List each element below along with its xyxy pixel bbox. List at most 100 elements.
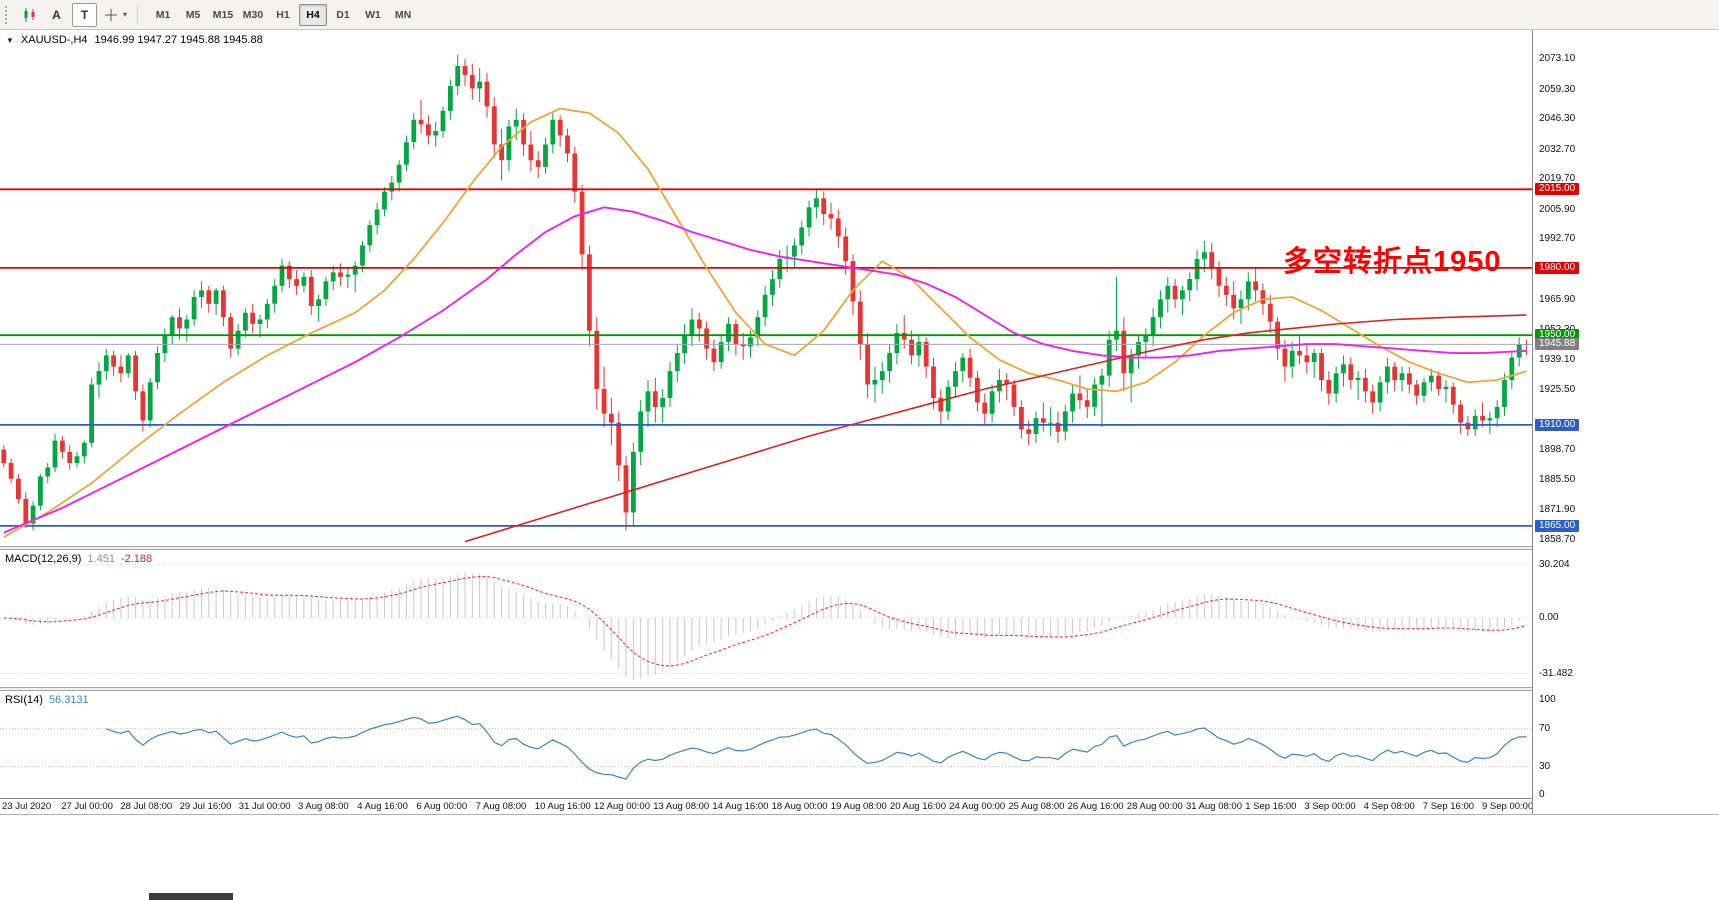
- candle: [1502, 380, 1507, 407]
- main-chart[interactable]: ▼ XAUUSD-,H4 1946.99 1947.27 1945.88 194…: [0, 30, 1532, 546]
- panel-separator[interactable]: [0, 546, 1719, 550]
- time-axis-label: 28 Jul 08:00: [120, 801, 173, 812]
- candle: [923, 341, 929, 367]
- candle: [1238, 299, 1244, 309]
- time-axis-label: 18 Aug 00:00: [771, 801, 828, 812]
- rsi-axis-label: 30: [1539, 760, 1551, 772]
- candle: [843, 236, 849, 262]
- time-axis-label: 4 Sep 08:00: [1363, 801, 1415, 812]
- price-tick-label: 1885.50: [1539, 473, 1576, 485]
- candle: [1304, 355, 1310, 363]
- crosshair-tool-icon[interactable]: [100, 4, 122, 26]
- candle: [111, 355, 116, 367]
- candle: [1150, 317, 1156, 336]
- candle: [513, 119, 519, 127]
- time-axis-label: 4 Aug 16:00: [357, 801, 408, 812]
- timeframe-m30[interactable]: M30: [242, 8, 264, 21]
- candle: [125, 355, 131, 374]
- candle: [1106, 339, 1112, 376]
- candle: [828, 214, 834, 219]
- price-tick-label: 2032.70: [1539, 143, 1576, 155]
- candle: [367, 225, 373, 246]
- time-axis-label: 19 Aug 08:00: [830, 801, 887, 812]
- candle: [462, 66, 468, 75]
- candle: [279, 265, 285, 286]
- candle: [1026, 429, 1032, 434]
- candle: [1055, 422, 1061, 432]
- candle: [901, 332, 907, 340]
- macd-panel[interactable]: MACD(12,26,9) 1.451 -2.188: [0, 550, 1532, 687]
- candle: [1436, 375, 1441, 390]
- candle: [177, 317, 182, 329]
- timeframe-m5[interactable]: M5: [185, 8, 201, 21]
- rsi-value: 56.3131: [48, 694, 89, 706]
- candle: [426, 124, 431, 136]
- candle: [96, 371, 102, 385]
- candle: [1311, 353, 1317, 363]
- candle: [967, 357, 973, 378]
- price-tick-label: 1965.90: [1539, 293, 1576, 305]
- candle: [857, 301, 863, 345]
- price-axis[interactable]: 2073.10 2059.30 2046.30 2032.70 2019.70 2005.…: [1532, 30, 1719, 814]
- candle: [565, 135, 570, 154]
- timeframe-m1[interactable]: M1: [155, 8, 171, 21]
- price-tick-label: 1925.50: [1539, 384, 1576, 396]
- timeframe-h1[interactable]: H1: [276, 8, 290, 21]
- panel-separator[interactable]: [0, 687, 1719, 691]
- rsi-panel[interactable]: RSI(14) 56.3131: [0, 691, 1532, 798]
- candle: [557, 119, 563, 136]
- time-axis-label: 1 Sep 16:00: [1245, 801, 1297, 812]
- candle: [38, 476, 43, 506]
- candle: [45, 467, 51, 477]
- candle: [667, 371, 673, 398]
- timeframe-mn[interactable]: MN: [394, 8, 412, 21]
- price-tick-label: 2073.10: [1539, 53, 1576, 64]
- candle: [1062, 411, 1068, 432]
- toolbar-grip[interactable]: [5, 5, 11, 24]
- timeframe-w1[interactable]: W1: [365, 8, 381, 21]
- candle: [1048, 422, 1053, 424]
- candle: [1253, 281, 1258, 291]
- time-axis-label: 6 Aug 00:00: [416, 801, 468, 812]
- candle: [1487, 418, 1493, 421]
- candle: [894, 332, 900, 354]
- candle: [865, 344, 870, 385]
- time-axis-label: 29 Jul 16:00: [179, 801, 232, 812]
- candle: [491, 106, 497, 145]
- annotation-a-button[interactable]: A: [52, 7, 61, 22]
- bottom-tab-strip[interactable]: [149, 893, 233, 900]
- symbol-dropdown-icon[interactable]: ▼: [6, 35, 14, 45]
- candle: [623, 465, 629, 513]
- timeframe-d1[interactable]: D1: [336, 8, 350, 21]
- timeframe-m15[interactable]: M15: [212, 8, 234, 21]
- timeframe-h4[interactable]: H4: [299, 3, 328, 26]
- candle: [184, 319, 190, 329]
- current-price-badge: 1945.88: [1535, 338, 1580, 351]
- candle: [733, 324, 739, 345]
- candlestick-chart-icon[interactable]: [19, 4, 41, 26]
- time-axis[interactable]: 23 Jul 2020 27 Jul 00:00 28 Jul 08:00 29 Ju…: [0, 798, 1533, 815]
- candle: [103, 355, 109, 372]
- candle: [631, 451, 636, 513]
- macd-histogram: [10, 572, 1527, 680]
- candle: [1267, 303, 1273, 322]
- chart-annotation-text[interactable]: 多空转折点1950: [1283, 246, 1502, 278]
- candle: [1033, 418, 1039, 434]
- candle: [806, 207, 812, 228]
- chart-frame-line: [0, 814, 1719, 815]
- price-tick-label: 1992.70: [1539, 233, 1576, 245]
- candle: [455, 66, 461, 87]
- time-axis-label: 26 Aug 16:00: [1067, 801, 1124, 812]
- time-axis-label: 12 Aug 00:00: [594, 801, 650, 812]
- candle: [199, 290, 204, 297]
- macd-axis-label: 0.00: [1539, 612, 1559, 623]
- candle: [909, 339, 914, 356]
- ma-fast-line: [3, 107, 1527, 538]
- text-tool-button[interactable]: T: [72, 2, 97, 27]
- dropdown-caret-icon[interactable]: ▾: [123, 10, 128, 19]
- rsi-line: [106, 715, 1527, 780]
- candle: [477, 81, 482, 89]
- candle: [1428, 375, 1434, 383]
- candle: [506, 126, 512, 161]
- candle: [982, 402, 988, 414]
